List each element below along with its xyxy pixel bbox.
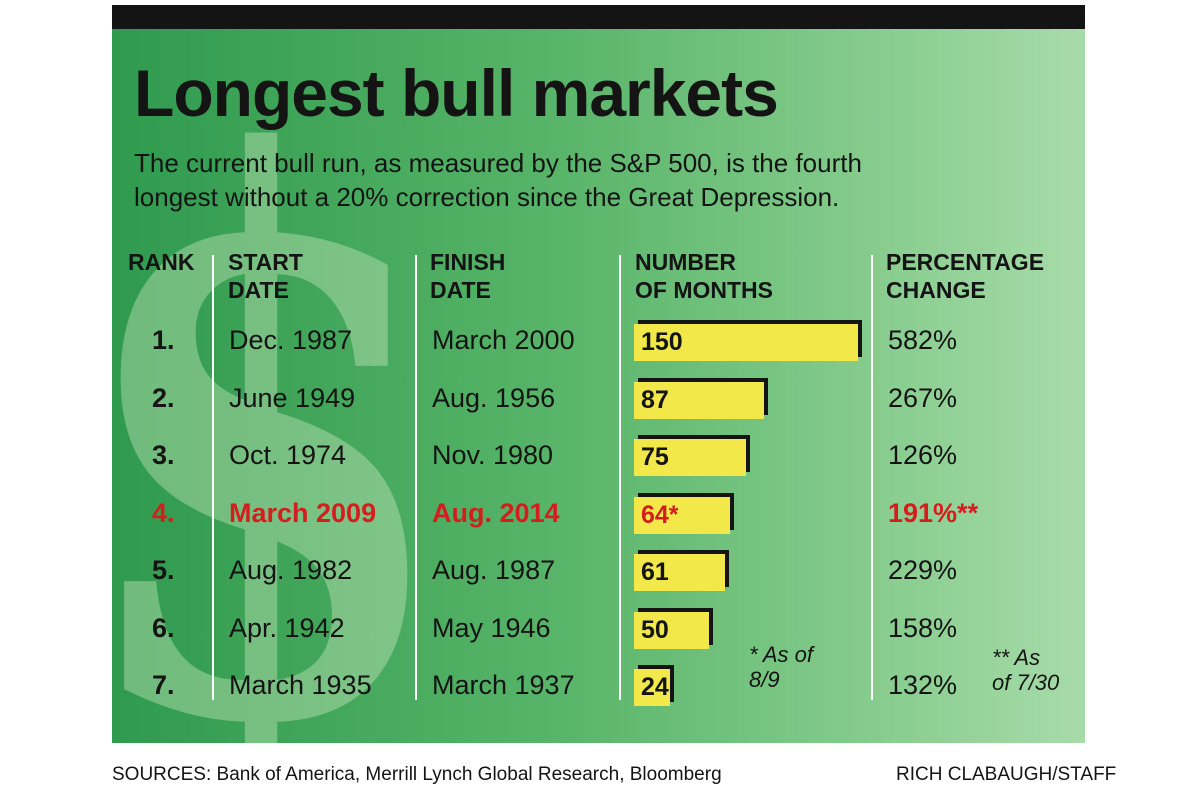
months-bar xyxy=(634,439,746,476)
column-divider xyxy=(619,255,621,700)
start-date-cell: Apr. 1942 xyxy=(229,612,345,643)
months-bar xyxy=(634,496,730,534)
header-finish-date: FINISH DATE xyxy=(430,249,506,303)
rank-cell: 2. xyxy=(152,382,175,413)
chart-title: Longest bull markets xyxy=(134,56,779,130)
percentage-cell: 158% xyxy=(888,612,958,643)
finish-date-cell: Nov. 1980 xyxy=(432,440,554,470)
rank-cell: 7. xyxy=(152,670,175,700)
sources-note: SOURCES: Bank of America, Merrill Lynch … xyxy=(112,764,722,785)
finish-date-cell: March 1937 xyxy=(432,670,575,700)
finish-date-cell: March 2000 xyxy=(432,325,575,355)
months-bar xyxy=(634,324,858,361)
column-divider xyxy=(212,255,214,700)
months-bar-label: 64* xyxy=(641,500,679,529)
percentage-cell: 132% xyxy=(888,670,958,700)
percentage-cell: 582% xyxy=(888,325,958,355)
months-bar-label: 75 xyxy=(641,443,669,471)
months-bar xyxy=(634,381,764,419)
top-bar xyxy=(112,5,1085,29)
finish-date-cell: May 1946 xyxy=(432,612,551,643)
months-bar xyxy=(634,554,725,591)
months-bar-label: 61 xyxy=(641,558,669,586)
chart-panel: $ Longest bull markets The current bull … xyxy=(112,5,1085,743)
months-bar xyxy=(634,669,670,706)
subtitle-line-2: longest without a 20% correction since t… xyxy=(134,182,840,212)
subtitle-line-1: The current bull run, as measured by the… xyxy=(134,148,862,178)
start-date-cell: Dec. 1987 xyxy=(229,325,353,355)
credit-note: RICH CLABAUGH/STAFF xyxy=(896,764,1117,785)
finish-date-cell: Aug. 1956 xyxy=(432,382,556,413)
rank-cell: 3. xyxy=(152,440,175,470)
header-percentage-change: PERCENTAGE CHANGE xyxy=(886,249,1045,303)
rank-cell: 6. xyxy=(152,612,175,643)
start-date-cell: Oct. 1974 xyxy=(229,440,347,470)
start-date-cell: March 1935 xyxy=(229,670,372,700)
months-bar-label: 87 xyxy=(641,385,669,414)
header-rank: RANK xyxy=(128,249,195,275)
header-start-date: START DATE xyxy=(228,249,303,303)
months-bar-label: 50 xyxy=(641,615,669,644)
rank-cell: 5. xyxy=(152,555,175,585)
percentage-cell: 126% xyxy=(888,440,958,470)
percentage-cell: 191%** xyxy=(888,497,979,528)
column-divider xyxy=(871,255,873,700)
rank-cell: 1. xyxy=(152,325,175,355)
start-date-cell: June 1949 xyxy=(229,382,356,413)
months-bar-label: 150 xyxy=(641,328,683,356)
months-bar xyxy=(634,611,709,649)
dollar-sign-icon: $ xyxy=(112,65,453,744)
start-date-cell: March 2009 xyxy=(229,497,377,528)
percentage-cell: 267% xyxy=(888,382,958,413)
finish-date-cell: Aug. 2014 xyxy=(432,497,560,528)
footnote-months: * As of 8/9 xyxy=(749,642,813,692)
column-divider xyxy=(415,255,417,700)
percentage-cell: 229% xyxy=(888,555,958,585)
finish-date-cell: Aug. 1987 xyxy=(432,555,556,585)
months-bar-label: 24 xyxy=(641,673,669,701)
footnote-percentage: ** As of 7/30 xyxy=(992,645,1060,695)
header-number-of-months: NUMBER OF MONTHS xyxy=(635,249,773,303)
start-date-cell: Aug. 1982 xyxy=(229,555,353,585)
rank-cell: 4. xyxy=(152,497,175,528)
